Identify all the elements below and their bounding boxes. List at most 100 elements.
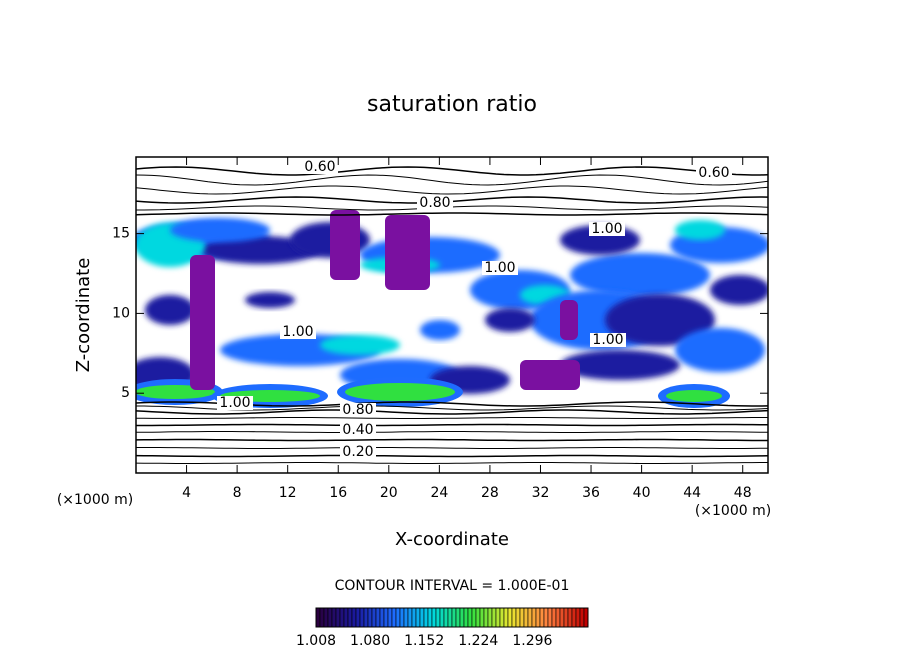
filled-contours xyxy=(136,210,768,408)
colorbar-cell xyxy=(319,607,325,628)
colorbar-cell xyxy=(547,607,553,628)
chart-title: saturation ratio xyxy=(367,92,537,117)
colorbar-cell xyxy=(495,607,501,628)
colorbar-cell xyxy=(459,607,465,628)
filled-contour xyxy=(666,390,722,402)
colorbar-cell xyxy=(355,607,361,628)
contour-line xyxy=(136,174,768,186)
filled-contour xyxy=(420,320,460,340)
contour-label-bg xyxy=(589,222,625,236)
colorbar-cell xyxy=(519,607,525,628)
colorbar-cell xyxy=(571,607,577,628)
colorbar-cell xyxy=(431,607,437,628)
colorbar-cell xyxy=(371,607,377,628)
contour-line xyxy=(136,212,768,216)
filled-contour xyxy=(485,308,535,332)
contour-label: 0.60 xyxy=(304,159,335,175)
colorbar-cell xyxy=(559,607,565,628)
contour-line xyxy=(136,447,768,449)
contour-interval: CONTOUR INTERVAL = 1.000E-01 xyxy=(335,578,570,594)
colorbar-cell xyxy=(575,607,581,628)
colorbar-cell xyxy=(579,607,585,628)
x-tick-label: 36 xyxy=(582,485,600,501)
contour-line xyxy=(136,431,768,433)
contour-label: 1.00 xyxy=(592,332,623,348)
colorbar-cell xyxy=(423,607,429,628)
y-unit-label: (×1000 m) xyxy=(57,492,133,508)
contour-label-bg xyxy=(280,325,316,339)
colorbar-cell xyxy=(471,607,477,628)
colorbar-cell xyxy=(479,607,485,628)
colorbar-cell xyxy=(455,607,461,628)
colorbar-cell xyxy=(415,607,421,628)
colorbar-cell xyxy=(443,607,449,628)
filled-contour xyxy=(245,292,295,308)
colorbar-cell xyxy=(367,607,373,628)
colorbar-cell xyxy=(507,607,513,628)
contour-line xyxy=(136,417,768,419)
filled-contour xyxy=(570,253,710,297)
colorbar-cell xyxy=(503,607,509,628)
colorbar-cell xyxy=(531,607,537,628)
colorbar-cell xyxy=(439,607,445,628)
colorbar-cell xyxy=(491,607,497,628)
colorbar-cell xyxy=(379,607,385,628)
colorbar-cell xyxy=(499,607,505,628)
colorbar-cell xyxy=(315,607,321,628)
filled-contour xyxy=(710,275,768,305)
filled-contour xyxy=(675,220,725,240)
colorbar-cell xyxy=(515,607,521,628)
contour-line xyxy=(136,185,768,195)
contour-label-bg xyxy=(340,423,376,437)
x-tick-label: 32 xyxy=(532,485,550,501)
colorbar-cell xyxy=(483,607,489,628)
colorbar-cell xyxy=(555,607,561,628)
filled-contour xyxy=(320,335,400,355)
colorbar-cell xyxy=(339,607,345,628)
filled-contour xyxy=(330,210,360,280)
filled-contour xyxy=(200,236,320,264)
x-tick-label: 48 xyxy=(734,485,752,501)
filled-contour xyxy=(145,295,195,325)
colorbar-cell xyxy=(475,607,481,628)
contour-line xyxy=(136,409,768,415)
colorbar-cell xyxy=(343,607,349,628)
contour-label: 0.40 xyxy=(342,422,373,438)
colorbar-cell xyxy=(447,607,453,628)
y-tick-label: 5 xyxy=(121,385,130,401)
contour-label-bg xyxy=(217,396,253,410)
x-axis-label: X-coordinate xyxy=(395,529,509,550)
colorbar-cell xyxy=(363,607,369,628)
colorbar-cell xyxy=(399,607,405,628)
contour-lines xyxy=(136,166,768,464)
colorbar-cell xyxy=(331,607,337,628)
colorbar-cell xyxy=(359,607,365,628)
colorbar-cell xyxy=(527,607,533,628)
colorbar-cell xyxy=(391,607,397,628)
x-tick-label: 20 xyxy=(380,485,398,501)
colorbar-cell xyxy=(583,607,589,628)
contour-label-bg xyxy=(417,196,453,210)
colorbar-cell xyxy=(539,607,545,628)
colorbar-cell xyxy=(383,607,389,628)
colorbar-cell xyxy=(523,607,529,628)
filled-contour xyxy=(385,215,430,290)
x-tick-label: 24 xyxy=(430,485,448,501)
filled-contour xyxy=(605,294,715,346)
contour-line xyxy=(136,166,768,176)
x-tick-label: 8 xyxy=(233,485,242,501)
colorbar-cell xyxy=(563,607,569,628)
contour-label: 1.00 xyxy=(219,395,250,411)
colorbar-tick-label: 1.080 xyxy=(350,633,390,649)
colorbar-cell xyxy=(463,607,469,628)
colorbar-cell xyxy=(387,607,393,628)
contour-label-bg xyxy=(340,445,376,459)
filled-contour xyxy=(675,328,765,372)
colorbar-cell xyxy=(551,607,557,628)
contour-label-bg xyxy=(696,166,732,180)
colorbar-cell xyxy=(407,607,413,628)
colorbar-tick-label: 1.224 xyxy=(458,633,498,649)
x-tick-label: 28 xyxy=(481,485,499,501)
colorbar-cell xyxy=(511,607,517,628)
